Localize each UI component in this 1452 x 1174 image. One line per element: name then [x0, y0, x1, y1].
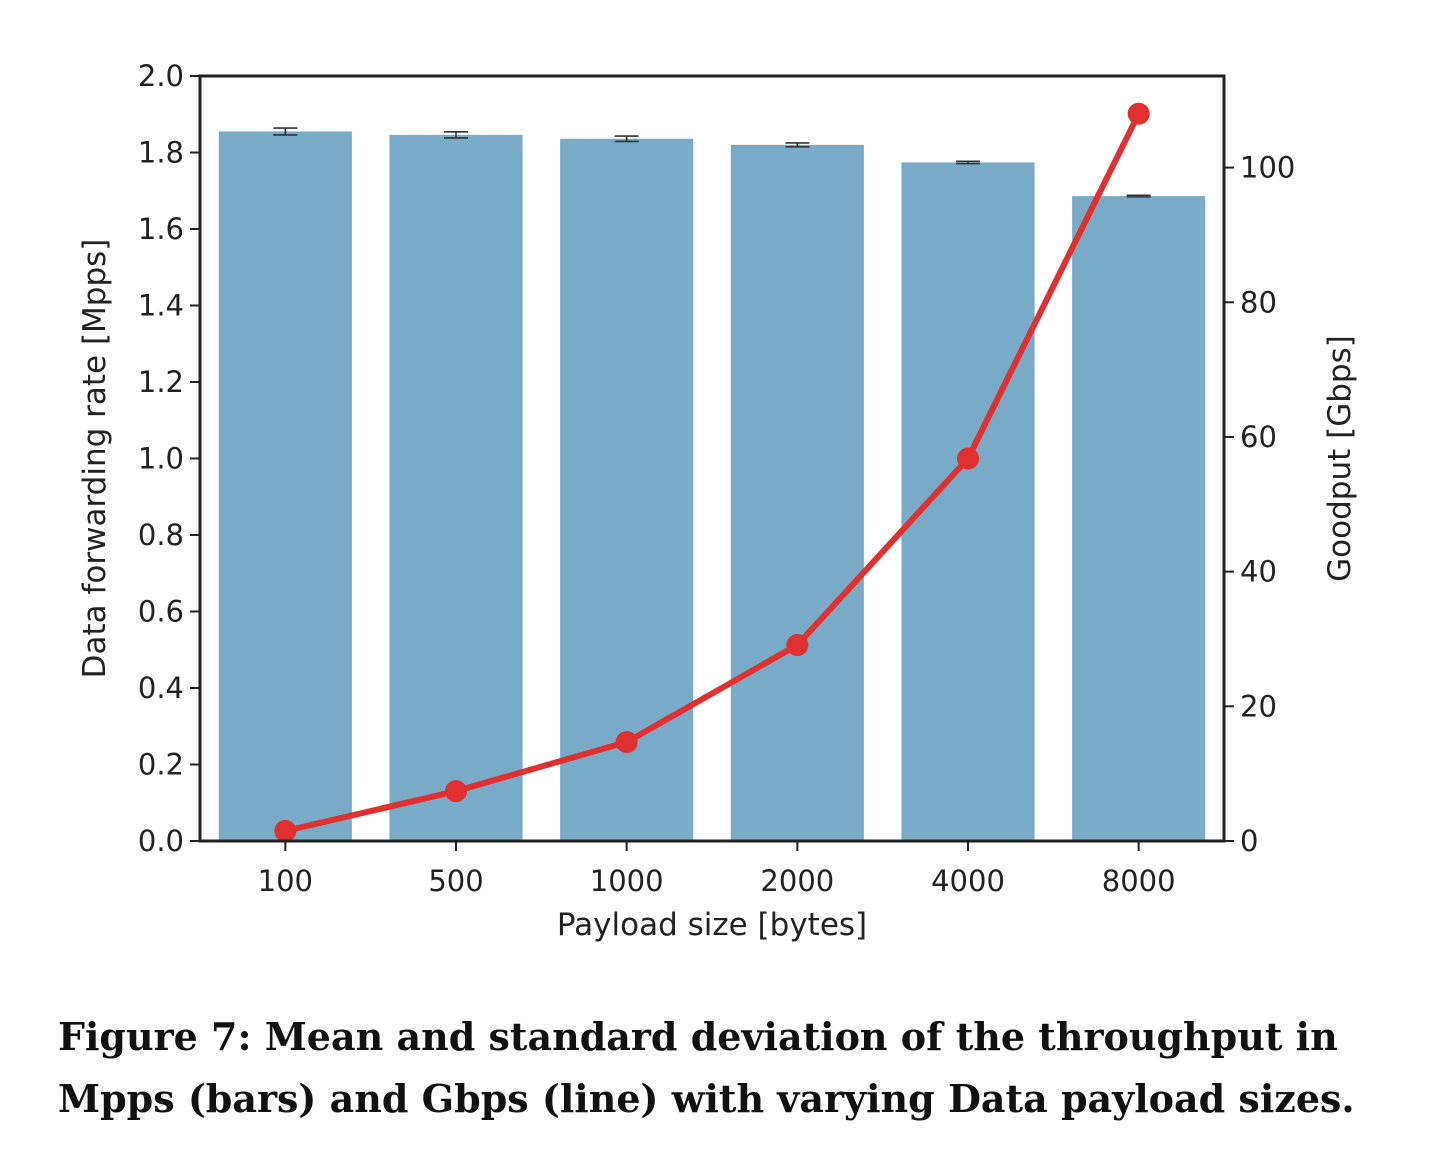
- right-axis-label: Goodput [Gbps]: [1322, 335, 1358, 582]
- right-tick-label: 80: [1240, 285, 1277, 319]
- goodput-point: [957, 447, 979, 470]
- x-tick-label: 1000: [590, 864, 664, 898]
- x-tick-label: 2000: [760, 864, 834, 898]
- left-tick-label: 0.2: [138, 748, 184, 782]
- bar: [389, 134, 523, 841]
- right-tick-label: 40: [1240, 555, 1277, 589]
- x-tick-label: 8000: [1102, 864, 1176, 898]
- x-axis-ticks: 100 500 1000 2000 4000 8000: [258, 841, 1176, 898]
- left-tick-label: 1.8: [138, 136, 184, 170]
- right-tick-label: 20: [1240, 689, 1277, 723]
- bar-group: [218, 131, 1206, 842]
- figure-caption: Figure 7: Mean and standard deviation of…: [58, 1014, 1355, 1121]
- left-tick-label: 0.0: [138, 824, 184, 858]
- x-axis-label: Payload size [bytes]: [557, 907, 867, 943]
- goodput-point: [1127, 102, 1150, 125]
- left-axis-label: Data forwarding rate [Mpps]: [77, 239, 113, 679]
- goodput-point: [274, 819, 297, 842]
- left-tick-label: 1.6: [138, 212, 184, 246]
- right-tick-label: 0: [1240, 824, 1258, 858]
- left-tick-label: 1.0: [138, 442, 184, 476]
- right-tick-label: 60: [1240, 420, 1277, 454]
- left-tick-label: 0.6: [138, 595, 184, 629]
- plot-frame: [198, 74, 1226, 843]
- goodput-line-group: [274, 102, 1150, 842]
- right-axis-ticks: 0 20 40 60 80 100: [1224, 151, 1295, 858]
- bar: [1072, 196, 1206, 842]
- bar: [560, 138, 694, 842]
- goodput-point: [786, 634, 809, 657]
- goodput-point: [615, 731, 638, 754]
- left-tick-label: 0.8: [138, 518, 184, 552]
- x-tick-label: 500: [428, 864, 483, 898]
- x-tick-label: 100: [258, 864, 313, 898]
- chart: 0.0 0.2 0.4 0.6 0.8 1.0 1.2 1.4 1.6 1.8 2.0 0 20 40 6…: [77, 59, 1358, 943]
- left-tick-label: 2.0: [138, 59, 184, 93]
- left-tick-label: 0.4: [138, 671, 184, 705]
- left-axis-ticks: 0.0 0.2 0.4 0.6 0.8 1.0 1.2 1.4 1.6 1.8 2.0: [138, 59, 200, 858]
- right-tick-label: 100: [1240, 151, 1295, 185]
- x-tick-label: 4000: [931, 864, 1005, 898]
- bar: [730, 144, 864, 842]
- goodput-line: [284, 112, 1142, 834]
- left-tick-label: 1.2: [138, 365, 184, 399]
- bar: [218, 131, 352, 841]
- bar: [901, 162, 1035, 841]
- left-tick-label: 1.4: [138, 289, 184, 323]
- goodput-point: [445, 780, 467, 803]
- errorbar-group: [273, 127, 1151, 198]
